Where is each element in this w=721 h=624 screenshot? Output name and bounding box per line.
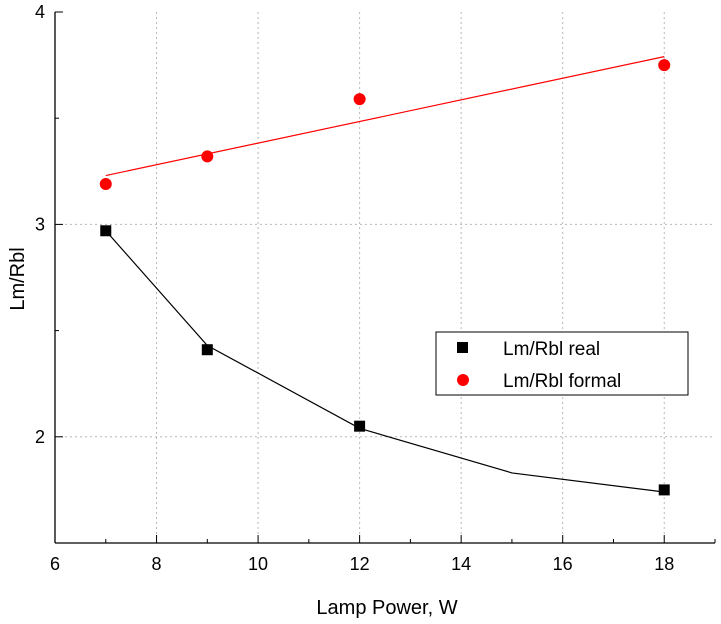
data-point-real xyxy=(658,484,670,496)
legend-marker-real xyxy=(457,342,468,353)
x-tick-label: 10 xyxy=(248,554,268,574)
x-axis-title: Lamp Power, W xyxy=(316,597,457,619)
data-point-real xyxy=(354,420,366,432)
data-point-formal xyxy=(99,178,112,191)
x-tick-label: 18 xyxy=(654,554,674,574)
legend: Lm/Rbl real Lm/Rbl formal xyxy=(435,331,689,396)
grid xyxy=(55,12,715,543)
data-point-real xyxy=(100,225,112,237)
x-tick-label: 12 xyxy=(350,554,370,574)
data-point-formal xyxy=(658,59,671,72)
legend-box xyxy=(435,331,689,396)
y-axis-title: Lm/Rbl xyxy=(7,247,29,310)
x-tick-label: 16 xyxy=(553,554,573,574)
axes xyxy=(54,11,716,544)
legend-label-formal: Lm/Rbl formal xyxy=(503,371,621,392)
data-point-formal xyxy=(201,150,214,163)
data-point-formal xyxy=(353,93,366,106)
tick-labels: 6 8 10 12 14 16 18 2 3 4 xyxy=(35,2,674,574)
y-tick-label: 3 xyxy=(35,214,45,234)
y-tick-label: 2 xyxy=(35,427,45,447)
fit-line-series-1 xyxy=(105,56,665,177)
legend-marker-formal xyxy=(457,374,469,386)
legend-label-real: Lm/Rbl real xyxy=(503,339,600,360)
y-tick-label: 4 xyxy=(35,2,45,22)
x-tick-label: 14 xyxy=(451,554,471,574)
data-point-real xyxy=(201,344,213,356)
x-tick-label: 8 xyxy=(152,554,162,574)
x-tick-label: 6 xyxy=(50,554,60,574)
fit-lines xyxy=(105,56,665,493)
data-points xyxy=(99,59,671,496)
